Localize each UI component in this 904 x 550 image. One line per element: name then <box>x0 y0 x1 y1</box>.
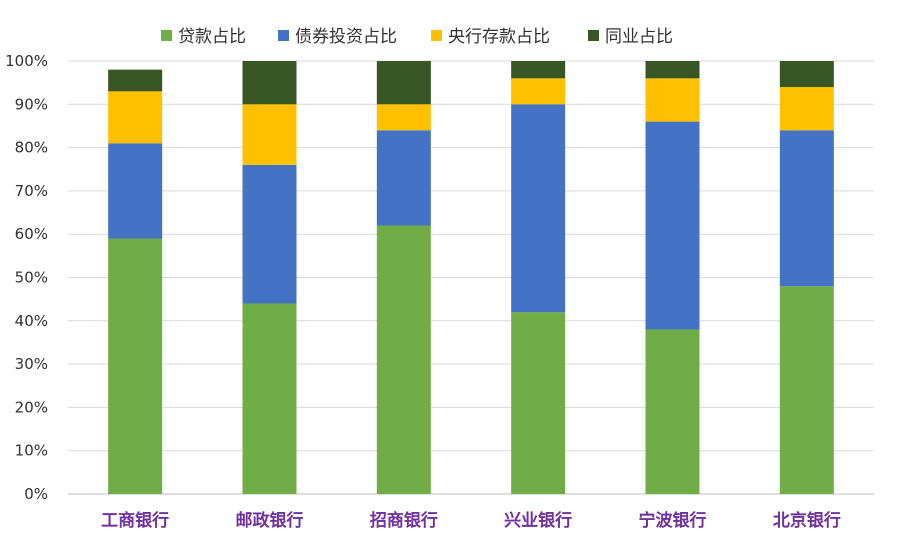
y-tick-label: 70% <box>15 182 48 200</box>
x-category-label: 宁波银行 <box>639 510 707 531</box>
x-category-label: 北京银行 <box>773 510 841 531</box>
legend-label: 央行存款占比 <box>448 27 550 47</box>
x-axis: 工商银行 邮政银行 招商银行 兴业银行 宁波银行 北京银行 <box>101 510 841 531</box>
y-tick-label: 30% <box>15 355 48 373</box>
y-axis: 0% 10% 20% 30% 40% 50% 60% 70% 80% 90% 100% <box>5 52 48 503</box>
bar-segment-1-4 <box>511 312 566 494</box>
legend: 贷款占比 债券投资占比 央行存款占比 同业占比 <box>161 27 673 47</box>
bar-segment-2-3 <box>376 130 431 226</box>
gridlines <box>68 60 874 495</box>
y-tick-label: 100% <box>5 52 48 70</box>
y-tick-label: 10% <box>15 442 48 460</box>
bar-segment-3-4 <box>511 78 566 105</box>
y-tick-label: 90% <box>15 95 48 113</box>
legend-swatch <box>431 30 442 41</box>
bar-segment-2-4 <box>511 104 566 313</box>
bar-segment-1-2 <box>242 303 297 494</box>
y-tick-label: 0% <box>24 485 48 503</box>
bar-segment-4-6 <box>779 61 834 87</box>
bar-segment-2-1 <box>108 143 163 239</box>
y-tick-label: 50% <box>15 269 48 287</box>
legend-label: 同业占比 <box>605 27 673 47</box>
bar-segment-1-3 <box>376 225 431 495</box>
bar-segment-3-1 <box>108 91 163 144</box>
bar-segment-1-1 <box>108 238 163 494</box>
bars <box>108 61 834 495</box>
y-tick-label: 60% <box>15 225 48 243</box>
bar-segment-4-4 <box>511 61 566 79</box>
x-category-label: 邮政银行 <box>236 510 304 531</box>
y-tick-label: 80% <box>15 139 48 157</box>
bar-segment-2-2 <box>242 164 297 304</box>
legend-swatch <box>588 30 599 41</box>
legend-swatch <box>278 30 289 41</box>
bar-segment-4-5 <box>645 61 700 79</box>
legend-swatch <box>161 30 172 41</box>
bar-segment-3-6 <box>779 86 834 131</box>
bar-segment-2-5 <box>645 121 700 330</box>
bar-segment-4-1 <box>108 69 163 92</box>
y-tick-label: 40% <box>15 312 48 330</box>
x-category-label: 招商银行 <box>370 510 438 531</box>
bar-segment-4-3 <box>376 61 431 105</box>
bar-segment-1-6 <box>779 286 834 494</box>
bar-segment-1-5 <box>645 329 700 494</box>
bar-segment-3-3 <box>376 104 431 131</box>
legend-label: 贷款占比 <box>178 27 246 47</box>
legend-label: 债券投资占比 <box>295 27 397 47</box>
bar-segment-3-2 <box>242 104 297 165</box>
x-category-label: 工商银行 <box>101 510 169 531</box>
x-category-label: 兴业银行 <box>504 510 572 531</box>
bar-segment-3-5 <box>645 78 700 122</box>
bar-segment-2-6 <box>779 130 834 287</box>
bar-segment-4-2 <box>242 61 297 105</box>
y-tick-label: 20% <box>15 398 48 416</box>
